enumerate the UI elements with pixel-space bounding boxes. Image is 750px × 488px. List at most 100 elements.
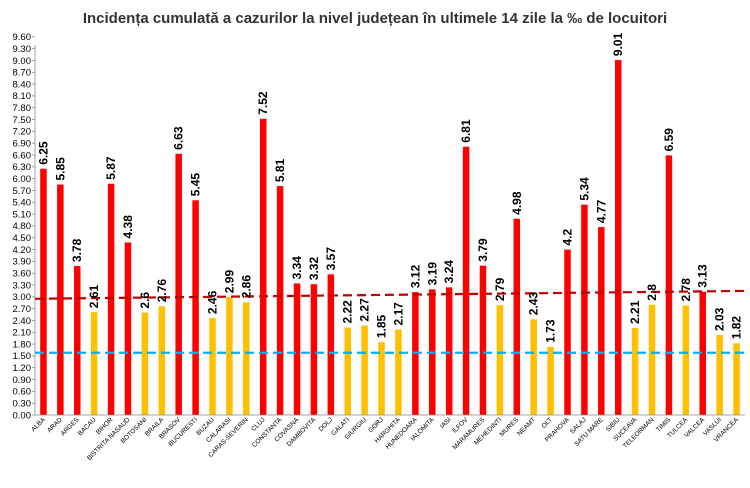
bar-giurgiu [361,325,368,415]
y-tick-label: 8.10 [13,91,32,102]
bar-cluj [259,118,267,416]
data-label: 2.46 [206,290,220,314]
y-axis: 0.000.300.600.901.201.501.802.102.402.70… [13,32,36,421]
data-label: 4.2 [561,229,575,246]
chart-title: Incidența cumulată a cazurilor la nivel … [83,10,667,27]
bar-dolj [327,274,335,415]
y-tick-label: 2.10 [13,328,32,339]
y-tick-label: 8.70 [13,68,32,79]
y-tick-label: 6.60 [13,150,32,161]
data-label: 3.34 [290,256,304,280]
bar-covasna [293,283,301,415]
bar-galati [344,327,351,415]
bars [40,60,740,416]
data-label: 3.12 [408,264,422,288]
data-label: 6.25 [36,141,50,165]
y-tick-label: 5.70 [13,186,32,197]
data-label: 3.78 [70,238,84,262]
y-tick-label: 0.90 [13,375,32,386]
bar-arad [57,184,64,415]
data-label: 2.78 [679,278,693,302]
y-tick-label: 9.00 [13,56,32,67]
y-tick-label: 5.10 [13,209,32,220]
bar-vrancea [733,343,740,415]
bar-bihor [107,183,115,415]
data-label: 3.79 [476,238,490,262]
y-tick-label: 6.90 [13,138,32,149]
y-tick-label: 2.70 [13,304,32,315]
y-tick-label: 7.50 [13,115,32,126]
bar-valcea [699,291,706,415]
data-label: 5.87 [104,156,118,180]
y-tick-label: 6.00 [13,174,32,185]
y-tick-label: 3.90 [13,257,32,268]
data-label: 2.27 [358,298,372,322]
y-tick-label: 8.40 [13,79,32,90]
data-label: 2.21 [628,300,642,324]
y-tick-label: 1.20 [13,363,32,374]
data-label: 6.63 [172,126,186,150]
data-label: 2.6 [138,292,152,309]
bar-tulcea [682,305,690,415]
bar-constanta [276,186,284,415]
bar-mures [513,218,521,415]
data-label: 2.79 [493,277,507,301]
y-tick-label: 9.60 [13,32,32,43]
y-tick-label: 1.80 [13,339,32,350]
y-tick-label: 5.40 [13,198,32,209]
bar-harghita [395,329,402,415]
data-label: 4.98 [510,191,524,215]
y-tick-label: 4.80 [13,221,32,232]
bar-alba [40,168,47,415]
bar-maramures [479,265,487,415]
data-label: 1.73 [544,319,558,343]
data-label: 2.61 [87,285,101,309]
data-label: 5.34 [577,177,591,201]
bar-bucuresti [192,200,199,415]
bar-bistrita-nasaud [124,242,132,415]
bar-brasov [175,153,182,415]
data-label: 3.19 [425,262,439,286]
y-tick-label: 4.50 [13,233,32,244]
bar-prahova [564,249,571,415]
y-tick-label: 3.60 [13,268,32,279]
data-label: 5.85 [53,157,67,181]
bar-satu-mare [598,227,605,415]
bar-salaj [581,204,588,415]
y-tick-label: 4.20 [13,245,32,256]
y-tick-label: 0.60 [13,387,32,398]
bar-timis [665,155,673,416]
data-label: 1.85 [375,314,389,338]
reference-line-red [34,289,746,300]
y-tick-label: 6.30 [13,162,32,173]
data-label: 2.17 [391,302,405,326]
y-tick-label: 0.30 [13,398,32,409]
y-tick-label: 9.30 [13,44,32,55]
data-label: 1.82 [730,316,744,340]
bar-vaslui [716,335,723,415]
data-label: 2.43 [527,292,541,316]
y-tick-label: 0.00 [13,410,32,421]
data-label: 2.22 [341,300,355,324]
data-label: 3.32 [307,257,321,281]
data-label: 2.76 [155,279,169,303]
bar-suceava [631,327,639,415]
bar-teleorman [648,304,656,415]
data-label: 5.45 [189,173,203,197]
bar-braila [158,306,166,415]
bar-mehedinti [496,305,504,415]
y-tick-label: 7.80 [13,103,32,114]
bar-dambovita [310,284,318,415]
data-label: 3.57 [324,247,338,271]
bar-arges [74,266,81,415]
bar-sibiu [614,60,622,415]
bar-olt [547,346,554,415]
data-label: 2.8 [645,284,659,301]
data-label: 3.13 [696,264,710,288]
data-label: 2.99 [222,270,236,294]
bar-bacau [90,312,98,415]
y-tick-label: 2.40 [13,316,32,327]
bar-calarasi [226,297,233,415]
bar-gorj [378,342,385,415]
